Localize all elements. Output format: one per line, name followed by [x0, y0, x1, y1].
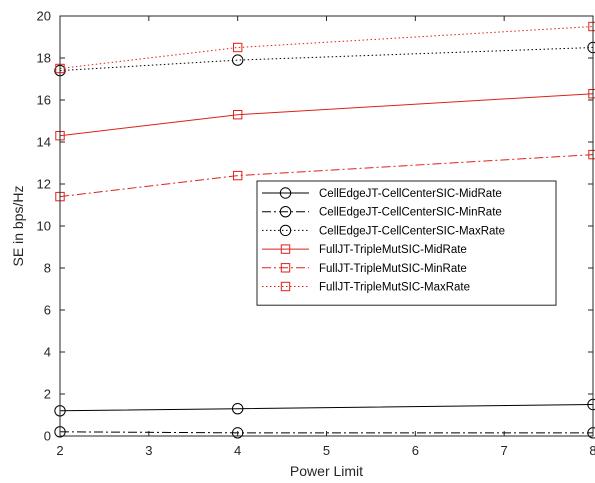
- legend-item: CellEdgeJT-CellCenterSIC-MinRate: [262, 206, 502, 219]
- square-marker: [280, 263, 291, 273]
- y-tick-label: 8: [44, 261, 51, 276]
- y-tick-label: 20: [37, 9, 51, 24]
- legend: CellEdgeJT-CellCenterSIC-MidRate CellEdge…: [256, 180, 557, 306]
- x-tick-label: 2: [56, 443, 63, 458]
- circle-marker: [279, 187, 292, 199]
- series-path: [59, 404, 594, 412]
- x-axis-label: Power Limit: [290, 463, 363, 479]
- y-tick-label: 16: [37, 93, 51, 108]
- x-tick-label: 3: [145, 443, 152, 458]
- x-tick-label: 6: [412, 443, 419, 458]
- series-path: [59, 93, 594, 137]
- square-marker: [232, 42, 243, 53]
- legend-label: CellEdgeJT-CellCenterSIC-MaxRate: [319, 225, 505, 237]
- legend-label: FullJT-TripleMutSIC-MinRate: [319, 263, 467, 275]
- y-tick-label: 14: [37, 135, 51, 150]
- circle-marker: [279, 206, 292, 218]
- square-marker: [232, 110, 243, 120]
- x-tick-label: 7: [501, 443, 508, 458]
- square-marker: [588, 21, 595, 32]
- square-marker: [280, 244, 291, 254]
- plot-frame: [59, 15, 594, 437]
- legend-label: FullJT-TripleMutSIC-MidRate: [319, 244, 467, 256]
- series-line: [54, 398, 595, 417]
- legend-label: CellEdgeJT-CellCenterSIC-MidRate: [319, 188, 502, 200]
- legend-item: FullJT-TripleMutSIC-MinRate: [262, 263, 467, 275]
- legend-label: FullJT-TripleMutSIC-MaxRate: [319, 282, 470, 294]
- circle-marker: [231, 427, 244, 439]
- legend-item: CellEdgeJT-CellCenterSIC-MidRate: [262, 187, 502, 200]
- square-marker: [280, 281, 291, 292]
- y-tick-label: 18: [37, 51, 51, 66]
- series-path: [59, 154, 594, 198]
- y-tick-label: 2: [44, 387, 51, 402]
- square-marker: [232, 170, 243, 181]
- circle-marker: [279, 224, 292, 237]
- y-tick-label: 12: [37, 177, 51, 192]
- legend-item: FullJT-TripleMutSIC-MidRate: [262, 244, 467, 256]
- x-tick-label: 5: [323, 443, 330, 458]
- y-axis-label: SE in bps/Hz: [10, 186, 26, 267]
- y-tick-label: 0: [44, 429, 51, 444]
- circle-marker: [231, 403, 244, 415]
- y-tick-label: 6: [44, 303, 51, 318]
- x-tick-label: 8: [589, 443, 595, 458]
- x-tick-label: 4: [234, 443, 241, 458]
- circle-marker: [231, 54, 244, 66]
- series-path: [59, 431, 593, 434]
- legend-box: [256, 180, 557, 306]
- y-tick-label: 10: [37, 219, 51, 234]
- series-line: [55, 21, 595, 74]
- series-line: [55, 89, 595, 141]
- series-path: [59, 26, 594, 69]
- legend-item: FullJT-TripleMutSIC-MaxRate: [262, 282, 470, 294]
- legend-label: CellEdgeJT-CellCenterSIC-MinRate: [319, 207, 502, 219]
- y-tick-label: 4: [44, 345, 51, 360]
- legend-item: CellEdgeJT-CellCenterSIC-MaxRate: [262, 224, 505, 237]
